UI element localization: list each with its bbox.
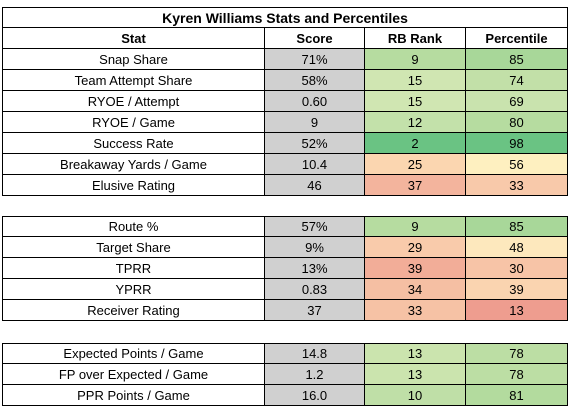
score-cell: 57%	[265, 216, 365, 237]
stat-cell: FP over Expected / Game	[2, 364, 265, 385]
score-cell: 46	[265, 175, 365, 196]
rb-rank-cell: 10	[365, 385, 466, 406]
rb-rank-cell: 15	[365, 91, 466, 112]
percentile-cell: 78	[466, 343, 568, 364]
score-cell: 16.0	[265, 385, 365, 406]
table-row: FP over Expected / Game 1.2 13 78	[2, 364, 568, 385]
rb-rank-cell: 13	[365, 364, 466, 385]
stat-cell: Breakaway Yards / Game	[2, 154, 265, 175]
table-row: RYOE / Game 9 12 80	[2, 112, 568, 133]
table-row: Success Rate 52% 2 98	[2, 133, 568, 154]
rb-rank-cell: 15	[365, 70, 466, 91]
percentile-cell: 39	[466, 279, 568, 300]
percentile-cell: 48	[466, 237, 568, 258]
table-row: Receiver Rating 37 33 13	[2, 300, 568, 321]
table-row: Team Attempt Share 58% 15 74	[2, 70, 568, 91]
table-row: Breakaway Yards / Game 10.4 25 56	[2, 154, 568, 175]
table-row: PPR Points / Game 16.0 10 81	[2, 385, 568, 406]
stat-cell: Success Rate	[2, 133, 265, 154]
stat-cell: PPR Points / Game	[2, 385, 265, 406]
stat-cell: RYOE / Attempt	[2, 91, 265, 112]
score-cell: 9	[265, 112, 365, 133]
table-row: Route % 57% 9 85	[2, 216, 568, 237]
score-cell: 0.83	[265, 279, 365, 300]
score-cell: 10.4	[265, 154, 365, 175]
rb-rank-cell: 25	[365, 154, 466, 175]
header-score: Score	[265, 28, 365, 49]
stat-cell: YPRR	[2, 279, 265, 300]
percentile-cell: 80	[466, 112, 568, 133]
percentile-cell: 81	[466, 385, 568, 406]
table-title: Kyren Williams Stats and Percentiles	[2, 7, 568, 28]
score-cell: 71%	[265, 49, 365, 70]
score-cell: 58%	[265, 70, 365, 91]
stat-cell: Team Attempt Share	[2, 70, 265, 91]
stat-cell: Snap Share	[2, 49, 265, 70]
table-row: Elusive Rating 46 37 33	[2, 175, 568, 196]
stat-cell: TPRR	[2, 258, 265, 279]
rb-rank-cell: 37	[365, 175, 466, 196]
table-row: TPRR 13% 39 30	[2, 258, 568, 279]
score-cell: 0.60	[265, 91, 365, 112]
score-cell: 14.8	[265, 343, 365, 364]
percentile-cell: 56	[466, 154, 568, 175]
table-row: RYOE / Attempt 0.60 15 69	[2, 91, 568, 112]
stat-cell: Expected Points / Game	[2, 343, 265, 364]
percentile-cell: 98	[466, 133, 568, 154]
stat-cell: Route %	[2, 216, 265, 237]
rb-rank-cell: 9	[365, 49, 466, 70]
rb-rank-cell: 13	[365, 343, 466, 364]
stat-cell: Receiver Rating	[2, 300, 265, 321]
percentile-cell: 85	[466, 49, 568, 70]
score-cell: 52%	[265, 133, 365, 154]
score-cell: 37	[265, 300, 365, 321]
percentile-cell: 85	[466, 216, 568, 237]
stat-cell: Target Share	[2, 237, 265, 258]
percentile-cell: 74	[466, 70, 568, 91]
percentile-cell: 78	[466, 364, 568, 385]
rb-rank-cell: 9	[365, 216, 466, 237]
rb-rank-cell: 34	[365, 279, 466, 300]
rb-rank-cell: 39	[365, 258, 466, 279]
score-cell: 1.2	[265, 364, 365, 385]
header-percentile: Percentile	[466, 28, 568, 49]
table-row: YPRR 0.83 34 39	[2, 279, 568, 300]
header-rb-rank: RB Rank	[365, 28, 466, 49]
table-row: Expected Points / Game 14.8 13 78	[2, 343, 568, 364]
header-row: Stat Score RB Rank Percentile	[2, 28, 568, 49]
stat-cell: RYOE / Game	[2, 112, 265, 133]
title-row: Kyren Williams Stats and Percentiles	[2, 7, 568, 28]
header-stat: Stat	[2, 28, 265, 49]
percentile-cell: 13	[466, 300, 568, 321]
percentile-cell: 33	[466, 175, 568, 196]
percentile-cell: 30	[466, 258, 568, 279]
score-cell: 9%	[265, 237, 365, 258]
score-cell: 13%	[265, 258, 365, 279]
table-row: Snap Share 71% 9 85	[2, 49, 568, 70]
rb-rank-cell: 2	[365, 133, 466, 154]
rb-rank-cell: 29	[365, 237, 466, 258]
table-row: Target Share 9% 29 48	[2, 237, 568, 258]
stat-cell: Elusive Rating	[2, 175, 265, 196]
rb-rank-cell: 33	[365, 300, 466, 321]
rb-rank-cell: 12	[365, 112, 466, 133]
percentile-cell: 69	[466, 91, 568, 112]
